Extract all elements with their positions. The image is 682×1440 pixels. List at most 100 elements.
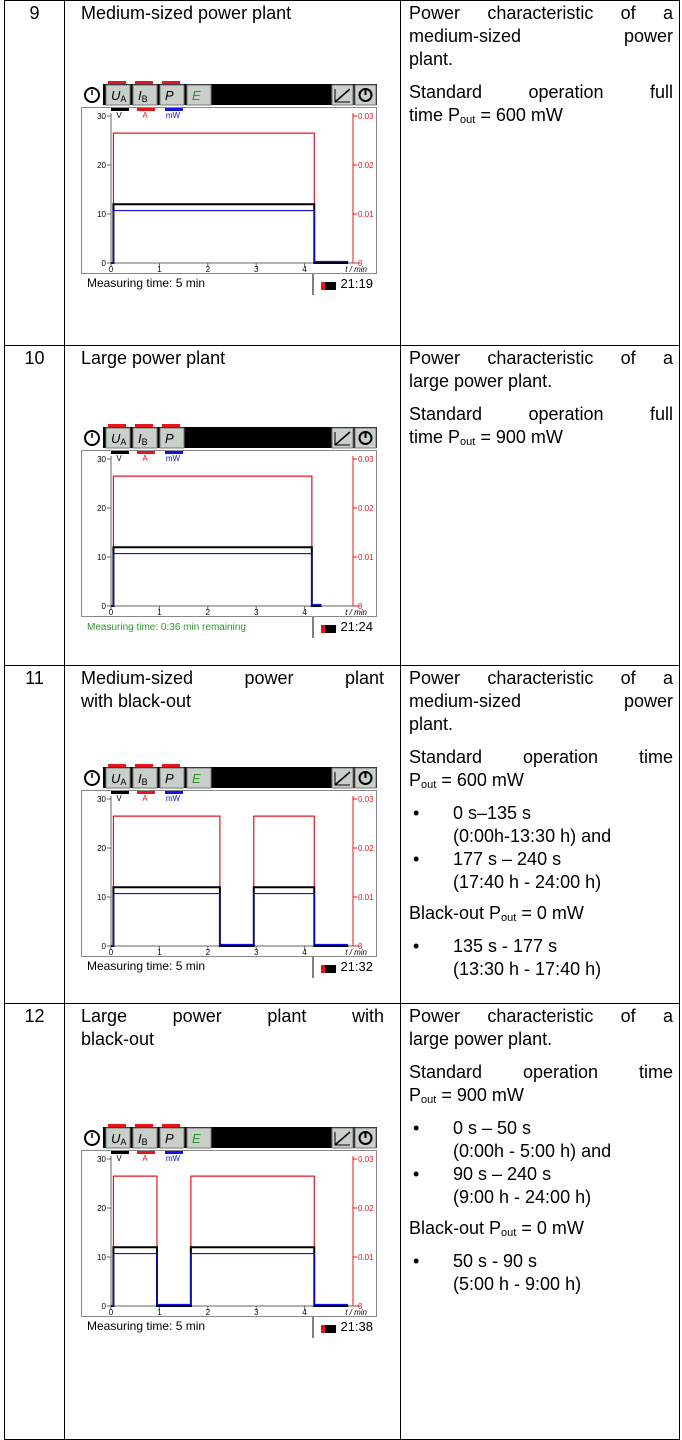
bullet-line: (13:30 h - 17:40 h) (453, 958, 673, 981)
table-row: 12Large power plant withblack-outUAIBPEV… (4, 1003, 680, 1440)
channel-symbol: P (165, 88, 174, 103)
text: Power characteristic of a (409, 3, 673, 23)
line: Standard operation time (409, 746, 673, 769)
clock-text: 21:19 (340, 276, 373, 291)
line: Pout = 600 mW (409, 769, 673, 792)
y-tick-label: 10 (97, 210, 106, 219)
text: large power plant. (409, 371, 552, 391)
x-tick-label: 4 (302, 948, 307, 957)
y-tick-label: 30 (97, 1155, 106, 1164)
x-tick-label: 4 (302, 1308, 307, 1317)
text: (5:00 h - 9:00 h) (453, 1274, 581, 1294)
unit-label: mW (166, 111, 181, 120)
unit-label: V (116, 794, 122, 803)
x-tick-label: 1 (157, 608, 162, 617)
y2-tick-label: 0.03 (358, 1155, 374, 1164)
number-cell: 9 (5, 1, 65, 345)
unit-label: A (142, 111, 148, 120)
unit-label: V (116, 111, 122, 120)
text: 50 s - 90 s (453, 1251, 537, 1271)
description-cell: Power characteristic of alarge power pla… (401, 1004, 679, 1439)
line: Power characteristic of a (409, 347, 673, 370)
line: large power plant. (409, 370, 673, 393)
channel-label: P (165, 431, 174, 446)
y-tick-label: 20 (97, 504, 106, 513)
bullet: 177 s – 240 s(17:40 h - 24:00 h) (409, 848, 673, 894)
channel-label: E (192, 771, 201, 786)
x-tick-label: 3 (254, 1308, 259, 1317)
line: medium-sized power (409, 690, 673, 713)
bullet: 90 s – 240 s(9:00 h - 24:00 h) (409, 1163, 673, 1209)
plot-area (82, 451, 377, 617)
line: Power characteristic of a (409, 1005, 673, 1028)
title-line: with black-out (81, 690, 384, 713)
y-tick-label: 0 (102, 1302, 107, 1311)
bullet: 0 s – 50 s(0:00h - 5:00 h) and (409, 1117, 673, 1163)
bullet-line: 0 s–135 s (453, 802, 673, 825)
title-line: Medium-sized power plant (81, 667, 384, 690)
line: medium-sized power (409, 25, 673, 48)
x-tick-label: 2 (206, 948, 211, 957)
y-tick-label: 30 (97, 455, 106, 464)
y-tick-label: 20 (97, 1204, 106, 1213)
text: Standard operation full (409, 404, 673, 424)
title-line: Large power plant with (81, 1005, 384, 1028)
line: Standard operation time (409, 1061, 673, 1084)
y-tick-label: 0 (102, 259, 107, 268)
channel-sub: B (142, 437, 148, 447)
channel-marker (108, 81, 126, 84)
channel-marker (108, 1124, 126, 1127)
x-tick-label: 0 (109, 608, 114, 617)
y2-tick-label: 0.01 (358, 210, 374, 219)
x-tick-label: 3 (254, 948, 259, 957)
status-text: Measuring time: 5 min (87, 959, 205, 973)
y2-tick-label: 0.03 (358, 455, 374, 464)
y2-tick-label: 0.01 (358, 893, 374, 902)
table-row: 10Large power plantUAIBPVAmW010203000.01… (4, 345, 680, 666)
paragraph: Power characteristic of alarge power pla… (409, 1005, 673, 1051)
x-tick-label: 1 (157, 948, 162, 957)
text: Power characteristic of a (409, 1006, 673, 1026)
bullet: 50 s - 90 s (5:00 h - 9:00 h) (409, 1250, 673, 1296)
battery-tip (321, 625, 325, 633)
bullet-line: 90 s – 240 s (453, 1163, 673, 1186)
y-tick-label: 10 (97, 1253, 106, 1262)
status-text: Measuring time: 5 min (87, 1319, 205, 1333)
x-tick-label: 2 (206, 1308, 211, 1317)
channel-sub: A (120, 777, 126, 787)
y-tick-label: 30 (97, 112, 106, 121)
y-tick-label: 20 (97, 844, 106, 853)
channel-symbol: P (165, 1131, 174, 1146)
channel-symbol: P (165, 431, 174, 446)
text: 177 s – 240 s (453, 849, 561, 869)
x-tick-label: 3 (254, 265, 259, 274)
plot-area (82, 791, 377, 957)
paragraph: Standard operation fulltime Pout = 600 m… (409, 81, 673, 127)
x-axis-label: t / min (345, 265, 367, 274)
text: Standard operation time (409, 1062, 673, 1082)
bullet-list: 50 s - 90 s (5:00 h - 9:00 h) (409, 1250, 673, 1296)
line: Standard operation full (409, 403, 673, 426)
text: 0 s–135 s (453, 803, 531, 823)
y-tick-label: 10 (97, 893, 106, 902)
unit-label: A (142, 794, 148, 803)
text: Black-out P (409, 903, 501, 923)
line: plant. (409, 713, 673, 736)
channel-marker (162, 764, 180, 767)
plot-area (82, 108, 377, 274)
y2-tick-label: 0.01 (358, 1253, 374, 1262)
y2-tick-label: 0.02 (358, 1204, 374, 1213)
line: time Pout = 600 mW (409, 104, 673, 127)
channel-marker (108, 424, 126, 427)
x-tick-label: 1 (157, 265, 162, 274)
x-tick-label: 0 (109, 948, 114, 957)
text: plant. (409, 49, 453, 69)
text: P (409, 770, 421, 790)
text: plant. (409, 714, 453, 734)
clock-text: 21:24 (340, 619, 373, 634)
